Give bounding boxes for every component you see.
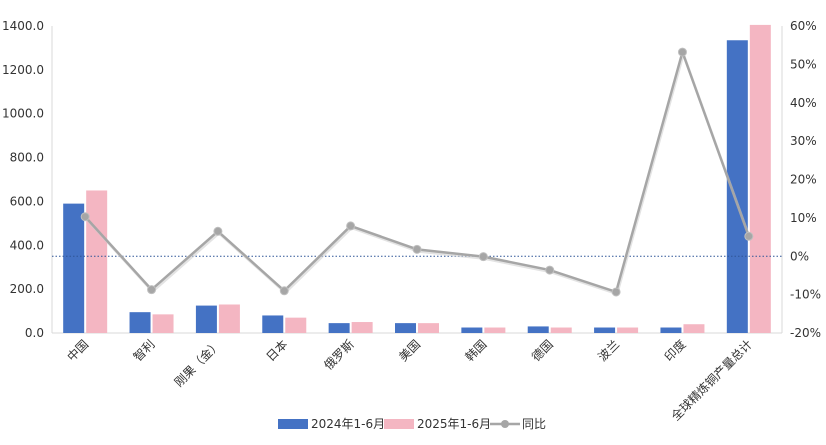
axes: 0.0 200.0 400.0 600.0 800.0 1000.0 1200.0 1400.… (2, 19, 821, 340)
category-label: 智利 (130, 337, 158, 365)
yoy-line (80, 47, 754, 297)
bar-2024 (129, 312, 151, 333)
bar-2025 (550, 327, 572, 333)
category-label: 日本 (264, 337, 291, 364)
bar-2024 (328, 323, 350, 333)
bar-2024 (461, 327, 483, 333)
bar-2024 (395, 323, 416, 333)
category-label: 德国 (528, 337, 556, 365)
bar-2024 (262, 315, 284, 333)
category-label: 波兰 (595, 337, 622, 364)
left-tick-label: 0.0 (25, 326, 44, 340)
yoy-point (412, 244, 422, 254)
left-tick-label: 200.0 (10, 282, 44, 296)
right-tick-label: 20% (790, 173, 817, 187)
left-tick-label: 1400.0 (2, 19, 44, 33)
right-tick-label: 60% (790, 19, 817, 33)
bar-2025 (351, 322, 373, 333)
right-tick-label: 50% (790, 57, 817, 71)
legend-label-2024: 2024年1-6月 (311, 417, 385, 431)
right-tick-label: 40% (790, 96, 817, 110)
right-tick-label: -10% (790, 288, 821, 302)
yoy-point (545, 265, 555, 275)
right-tick-label: 0% (790, 249, 809, 263)
right-tick-label: -20% (790, 326, 821, 340)
category-label: 韩国 (462, 337, 490, 365)
legend-label-2025: 2025年1-6月 (417, 417, 491, 431)
bar-2025 (683, 324, 705, 333)
bar-2025 (418, 323, 439, 333)
bar-2024 (660, 327, 682, 333)
bar-2025 (617, 327, 639, 333)
legend-label-yoy: 同比 (522, 417, 546, 431)
bar-2024 (63, 203, 85, 333)
bar-2024 (594, 327, 616, 333)
bars (63, 24, 771, 334)
bar-2024 (726, 40, 748, 333)
category-label: 印度 (661, 337, 689, 365)
bar-2025 (86, 190, 108, 333)
category-label: 美国 (396, 337, 423, 364)
yoy-point (279, 286, 289, 296)
bar-2025 (285, 317, 307, 333)
category-label: 中国 (64, 337, 92, 365)
right-tick-label: 10% (790, 211, 817, 225)
legend-marker-yoy (501, 420, 509, 428)
yoy-point (478, 252, 488, 262)
bar-2025 (749, 24, 771, 334)
yoy-point (80, 212, 90, 222)
category-label: 俄罗斯 (321, 337, 356, 372)
yoy-point (147, 285, 157, 295)
bar-2024 (195, 305, 217, 333)
left-tick-label: 1000.0 (2, 107, 44, 121)
legend: 2024年1-6月 2025年1-6月 同比 (278, 417, 546, 431)
left-tick-label: 400.0 (10, 238, 44, 252)
left-tick-label: 1200.0 (2, 63, 44, 77)
bar-2025 (218, 304, 240, 333)
yoy-point (611, 287, 621, 297)
legend-swatch-2024 (278, 419, 308, 429)
bar-2024 (527, 326, 549, 333)
yoy-point (346, 221, 356, 231)
yoy-point (213, 226, 223, 236)
left-tick-label: 800.0 (10, 151, 44, 165)
left-tick-label: 600.0 (10, 194, 44, 208)
right-tick-label: 30% (790, 134, 817, 148)
bar-2025 (152, 314, 174, 333)
yoy-point (677, 47, 687, 57)
yoy-point (744, 231, 754, 241)
bar-2025 (484, 327, 506, 333)
category-label: 刚果（金） (171, 337, 224, 390)
legend-swatch-2025 (384, 419, 414, 429)
